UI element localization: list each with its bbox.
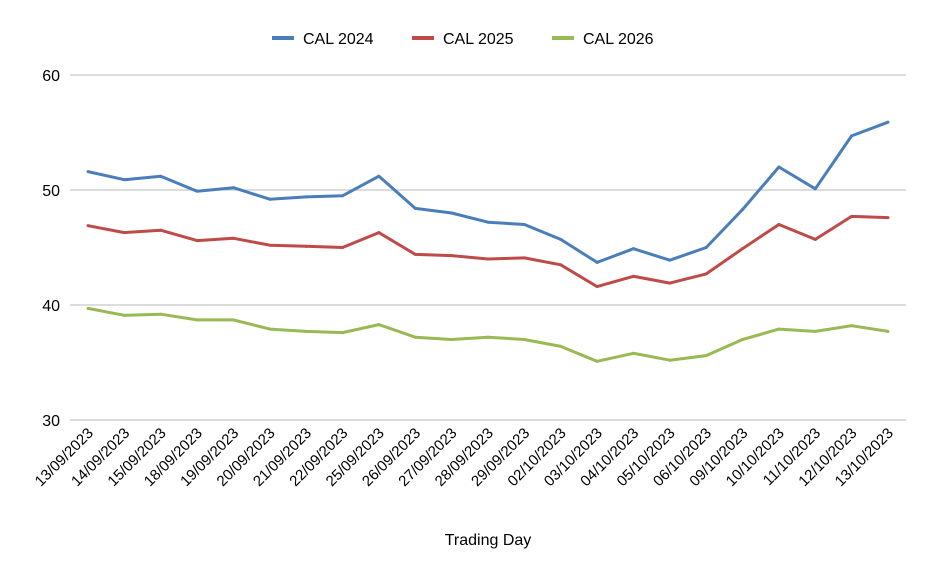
data-point xyxy=(850,214,854,218)
data-point xyxy=(668,258,672,262)
data-point xyxy=(704,246,708,249)
data-point xyxy=(341,246,345,249)
data-point xyxy=(268,327,272,331)
data-point xyxy=(231,318,235,322)
data-point xyxy=(377,174,381,178)
data-point xyxy=(86,306,90,310)
data-point xyxy=(777,165,781,169)
data-point xyxy=(377,231,381,235)
data-point xyxy=(595,285,599,289)
data-point xyxy=(668,358,672,362)
data-point xyxy=(159,228,163,232)
data-point xyxy=(777,223,781,226)
data-point xyxy=(268,243,272,247)
data-point xyxy=(813,237,817,241)
data-point xyxy=(631,274,635,278)
data-point xyxy=(341,331,345,335)
data-point xyxy=(631,247,635,251)
data-point xyxy=(813,329,817,333)
data-point xyxy=(413,252,417,256)
data-point xyxy=(850,134,854,138)
data-point xyxy=(377,323,381,327)
data-point xyxy=(450,254,454,258)
data-point xyxy=(631,351,635,355)
data-point xyxy=(486,257,490,261)
x-axis-title: Trading Day xyxy=(445,532,532,549)
data-point xyxy=(813,187,817,191)
data-point xyxy=(486,220,490,224)
data-point xyxy=(231,236,235,240)
data-point xyxy=(304,329,308,333)
data-point xyxy=(450,338,454,341)
data-point xyxy=(559,344,563,348)
data-point xyxy=(886,329,890,333)
data-point xyxy=(741,208,745,212)
data-point xyxy=(304,195,308,199)
legend-item: CAL 2026 xyxy=(552,31,654,48)
data-point xyxy=(741,338,745,341)
data-point xyxy=(522,338,526,341)
data-point xyxy=(595,260,599,264)
data-point xyxy=(486,335,490,339)
data-point xyxy=(522,256,526,260)
data-point xyxy=(304,244,308,248)
series-lines xyxy=(86,120,890,363)
data-point xyxy=(268,197,272,201)
data-point xyxy=(559,237,563,241)
data-point xyxy=(159,174,163,178)
data-point xyxy=(886,216,890,220)
data-point xyxy=(559,263,563,267)
legend-label: CAL 2025 xyxy=(443,31,514,48)
y-tick-label: 40 xyxy=(42,298,60,315)
data-point xyxy=(668,281,672,285)
data-point xyxy=(850,324,854,328)
data-point xyxy=(741,247,745,251)
data-point xyxy=(195,189,199,193)
y-axis-ticks: 30 40 50 60 xyxy=(42,68,60,430)
data-point xyxy=(595,359,599,363)
y-tick-label: 50 xyxy=(42,183,60,200)
data-point xyxy=(159,312,163,316)
data-point xyxy=(704,354,708,358)
data-point xyxy=(195,239,199,243)
data-point xyxy=(886,120,890,124)
y-tick-label: 30 xyxy=(42,413,60,430)
data-point xyxy=(86,224,90,228)
data-point xyxy=(704,272,708,276)
data-point xyxy=(122,313,126,317)
data-point xyxy=(413,206,417,210)
data-point xyxy=(231,186,235,190)
data-point xyxy=(522,223,526,226)
series-line-cal-2025 xyxy=(87,214,889,289)
legend-label: CAL 2024 xyxy=(303,31,374,48)
data-point xyxy=(86,170,90,174)
data-point xyxy=(122,178,126,182)
legend-label: CAL 2026 xyxy=(583,31,654,48)
data-point xyxy=(195,318,199,322)
data-point xyxy=(777,327,781,331)
x-axis-ticks: 13/09/202314/09/202315/09/202318/09/2023… xyxy=(32,425,897,490)
data-point xyxy=(122,231,126,235)
gridlines xyxy=(70,74,906,421)
legend: CAL 2024 CAL 2025 CAL 2026 xyxy=(272,31,654,48)
data-point xyxy=(450,211,454,215)
data-point xyxy=(341,194,345,198)
y-tick-label: 60 xyxy=(42,68,60,85)
legend-item: CAL 2024 xyxy=(272,31,374,48)
series-line-cal-2026 xyxy=(87,306,889,363)
legend-item: CAL 2025 xyxy=(412,31,514,48)
data-point xyxy=(413,335,417,339)
